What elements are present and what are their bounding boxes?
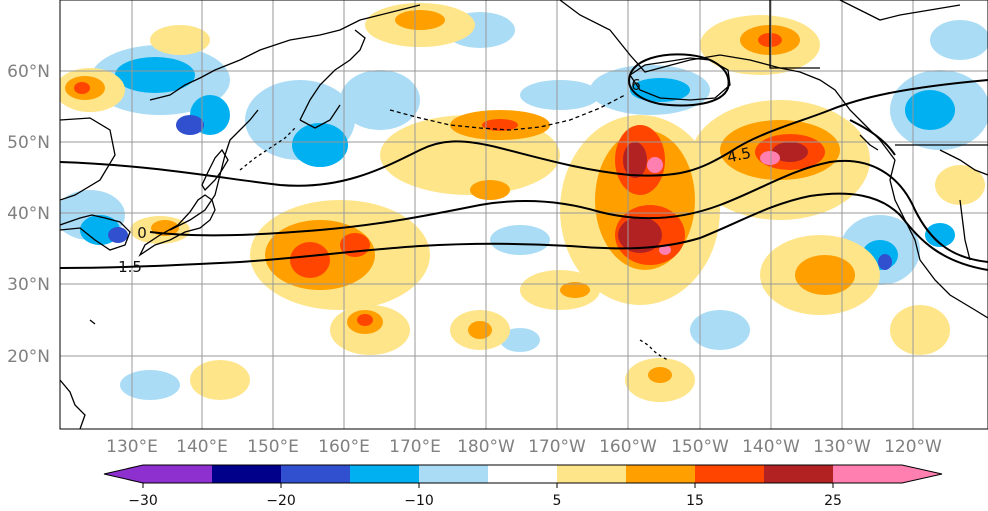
lon-label: 140°E <box>176 437 228 457</box>
contour-label-1.5: 1.5 <box>118 258 142 276</box>
colorbar-bin <box>626 465 696 483</box>
graticule <box>60 0 988 429</box>
lon-label: 140°W <box>742 437 800 457</box>
contour-label-0: 0 <box>137 224 147 242</box>
colorbar-tick-label: −30 <box>128 493 158 509</box>
colorbar-tick-label: 5 <box>553 493 562 509</box>
lon-label: 160°W <box>599 437 657 457</box>
lat-label: 30°N <box>7 275 50 295</box>
colorbar-bin <box>143 465 213 483</box>
colorbar-extend-high <box>902 465 942 483</box>
lat-label: 20°N <box>7 347 50 367</box>
lon-label: 150°W <box>671 437 729 457</box>
contour-middle <box>149 159 988 263</box>
colorbar-tick-label: −20 <box>266 493 296 509</box>
colorbar-tick-label: 25 <box>824 493 842 509</box>
contour-nw-coast <box>849 119 896 156</box>
contour-lines <box>60 53 988 271</box>
colorbar-bin <box>281 465 351 483</box>
lon-label: 120°W <box>884 437 942 457</box>
colorbar-bin <box>695 465 765 483</box>
colorbar-bin <box>419 465 489 483</box>
lon-label: 170°W <box>528 437 586 457</box>
colorbar-ticks <box>142 483 834 488</box>
contour-alaska-ring <box>628 53 730 107</box>
lon-label: 160°E <box>318 437 370 457</box>
lon-label: 170°E <box>389 437 441 457</box>
lon-label: 130°W <box>813 437 871 457</box>
colorbar-bin <box>833 465 903 483</box>
colorbar-bin <box>557 465 627 483</box>
contour-labels: 0 1.5 4.5 6 <box>118 76 752 276</box>
contour-label-6: 6 <box>631 76 641 94</box>
coastlines <box>60 0 988 429</box>
lon-labels: 130°E 140°E 150°E 160°E 170°E 180°W 170°… <box>106 437 942 457</box>
colorbar-extend-low <box>104 465 143 483</box>
contour-label-4.5: 4.5 <box>725 144 752 167</box>
contour-lower <box>60 192 988 271</box>
colorbar-tick-label: −10 <box>404 493 434 509</box>
lat-label: 50°N <box>7 133 50 153</box>
lon-label: 180°W <box>457 437 515 457</box>
lat-label: 60°N <box>7 62 50 82</box>
colorbar: −30 −20 −10 5 15 25 <box>103 464 943 509</box>
lon-label: 150°E <box>247 437 299 457</box>
colorbar-bin <box>764 465 834 483</box>
colorbar-tick-label: 15 <box>686 493 704 509</box>
colorbar-bin <box>212 465 282 483</box>
lat-label: 40°N <box>7 204 50 224</box>
plot-frame <box>59 0 988 430</box>
contour-upper <box>60 79 988 187</box>
lat-labels: 60°N 50°N 40°N 30°N 20°N <box>7 62 50 367</box>
colorbar-bin <box>350 465 420 483</box>
lon-label: 130°E <box>106 437 158 457</box>
colorbar-bin <box>488 465 558 483</box>
